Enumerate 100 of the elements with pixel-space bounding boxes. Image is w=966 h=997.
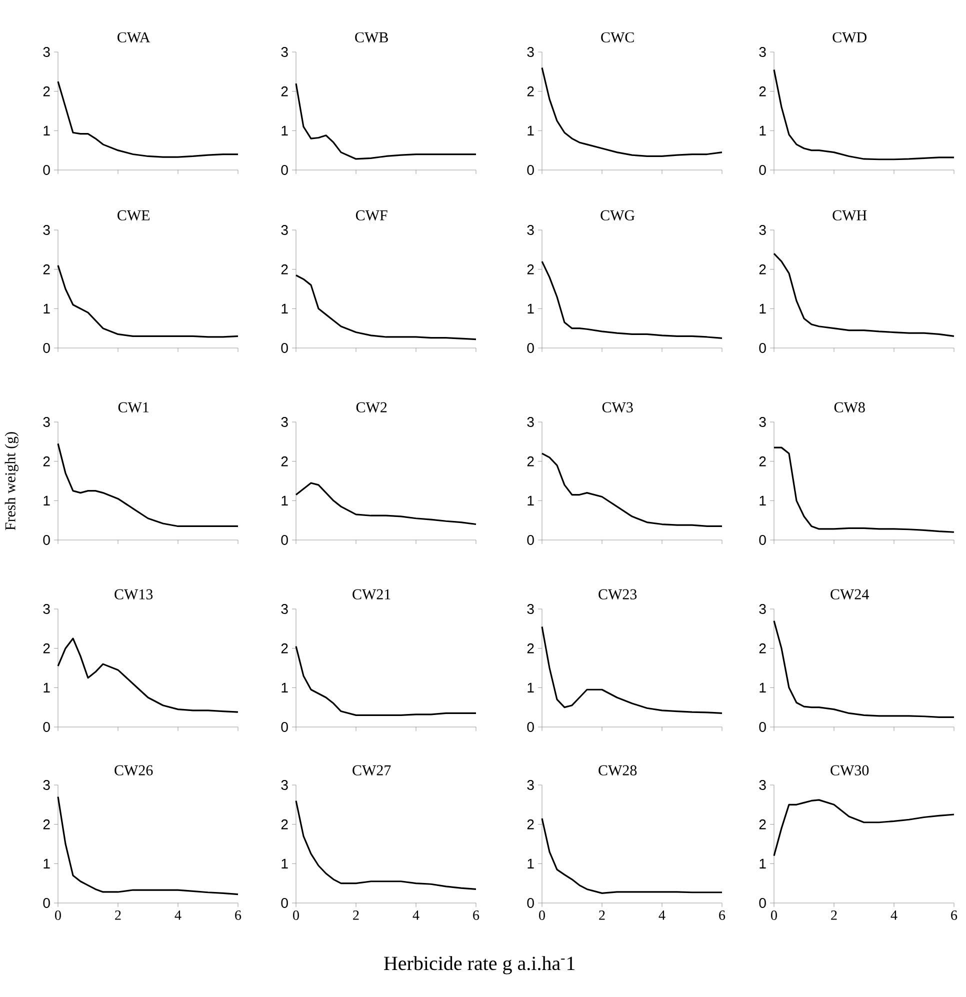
y-tick-label: 0: [527, 722, 534, 732]
y-tick-label: 2: [759, 819, 766, 830]
y-tick-label: 3: [759, 47, 766, 57]
y-tick-label: 2: [43, 264, 50, 274]
y-tick-label: 3: [527, 604, 534, 614]
y-tick-label: 0: [759, 722, 766, 732]
line-series: [541, 626, 723, 714]
y-tick-label: 0: [281, 165, 288, 175]
x-tick-label: 6: [235, 910, 242, 920]
y-tick-label: 1: [282, 682, 288, 692]
x-tick-label: 4: [890, 910, 898, 920]
y-tick-label: 0: [759, 535, 766, 545]
chart-title: CW21: [352, 589, 390, 600]
chart-title: CW23: [598, 589, 637, 600]
y-tick-label: 1: [44, 496, 50, 506]
y-tick-label: 0: [759, 898, 766, 908]
y-tick-label: 1: [44, 126, 50, 136]
y-tick-label: 0: [43, 722, 50, 732]
y-tick-label: 0: [43, 898, 50, 908]
y-tick-label: 2: [43, 819, 50, 830]
y-tick-label: 3: [43, 47, 50, 57]
y-tick-label: 3: [759, 225, 766, 235]
y-tick-label: 1: [528, 126, 534, 136]
y-tick-label: 2: [527, 86, 534, 96]
chart-title: CWB: [355, 32, 388, 42]
chart-title: CWE: [118, 210, 150, 220]
y-tick-label: 0: [281, 722, 288, 732]
x-tick-label: 0: [771, 910, 777, 920]
y-tick-label: 2: [759, 264, 766, 274]
y-tick-label: 1: [282, 304, 288, 314]
x-tick-label: 6: [719, 910, 726, 920]
chart-title: CW28: [598, 765, 637, 776]
chart-title: CW24: [830, 589, 869, 600]
chart-title: CWC: [601, 32, 634, 42]
x-tick-label: 4: [412, 910, 420, 920]
y-tick-label: 1: [528, 858, 534, 868]
y-tick-label: 1: [760, 126, 766, 136]
y-tick-label: 0: [759, 343, 766, 353]
y-tick-label: 2: [527, 264, 534, 274]
y-tick-label: 3: [43, 417, 50, 427]
y-tick-label: 2: [527, 456, 534, 466]
y-tick-label: 3: [759, 604, 766, 614]
y-tick-label: 1: [760, 858, 766, 868]
y-tick-label: 2: [527, 819, 534, 830]
y-tick-label: 1: [528, 304, 534, 314]
line-series: [57, 638, 239, 713]
y-tick-label: 0: [281, 535, 288, 545]
x-tick-label: 2: [115, 910, 121, 920]
y-tick-label: 3: [281, 417, 288, 427]
line-series: [57, 80, 239, 158]
x-tick-label: 6: [473, 910, 480, 920]
line-series: [773, 799, 955, 857]
x-tick-label: 6: [951, 910, 958, 920]
y-tick-label: 0: [527, 343, 534, 353]
y-tick-label: 1: [282, 126, 288, 136]
y-tick-label: 3: [281, 47, 288, 57]
y-tick-label: 3: [527, 225, 534, 235]
y-tick-label: 2: [759, 456, 766, 466]
chart-title: CWD: [832, 32, 866, 42]
y-tick-label: 3: [527, 47, 534, 57]
y-tick-label: 2: [43, 86, 50, 96]
x-tick-label: 0: [293, 910, 299, 920]
y-tick-label: 2: [43, 643, 50, 654]
chart-title: CWH: [832, 210, 867, 220]
x-tick-label: 0: [55, 910, 61, 920]
y-tick-label: 0: [527, 165, 534, 175]
line-series: [773, 446, 955, 533]
x-tick-label: 2: [353, 910, 359, 920]
y-tick-label: 2: [759, 643, 766, 654]
x-tick-label: 2: [831, 910, 837, 920]
y-tick-label: 3: [281, 604, 288, 614]
chart-title: CW1: [118, 402, 149, 412]
y-tick-label: 1: [760, 496, 766, 506]
y-tick-label: 3: [43, 225, 50, 235]
y-tick-label: 2: [281, 86, 288, 96]
y-tick-label: 0: [43, 165, 50, 175]
x-tick-label: 0: [539, 910, 545, 920]
x-axis-title: Herbicide rate g a.i.ha$^{-}$1: [384, 956, 575, 974]
line-series: [541, 260, 723, 339]
y-tick-label: 0: [281, 343, 288, 353]
y-tick-label: 1: [528, 496, 534, 506]
y-axis-title: Fresh weight (g): [4, 432, 18, 530]
line-series: [541, 66, 723, 158]
chart-title: CW27: [352, 765, 391, 776]
y-tick-label: 3: [281, 780, 288, 790]
y-tick-label: 2: [527, 643, 534, 654]
line-series: [541, 452, 723, 528]
y-tick-label: 0: [43, 343, 50, 353]
y-tick-label: 2: [281, 643, 288, 654]
chart-title: CW26: [114, 765, 153, 776]
y-tick-label: 1: [282, 496, 288, 506]
y-tick-label: 1: [44, 304, 50, 314]
chart-title: CWG: [600, 210, 635, 220]
y-tick-label: 3: [759, 780, 766, 790]
y-tick-label: 1: [528, 682, 534, 692]
y-tick-label: 0: [527, 535, 534, 545]
y-tick-label: 1: [44, 858, 50, 868]
chart-title: CW3: [602, 402, 633, 412]
x-tick-label: 2: [599, 910, 605, 920]
y-tick-label: 3: [527, 417, 534, 427]
